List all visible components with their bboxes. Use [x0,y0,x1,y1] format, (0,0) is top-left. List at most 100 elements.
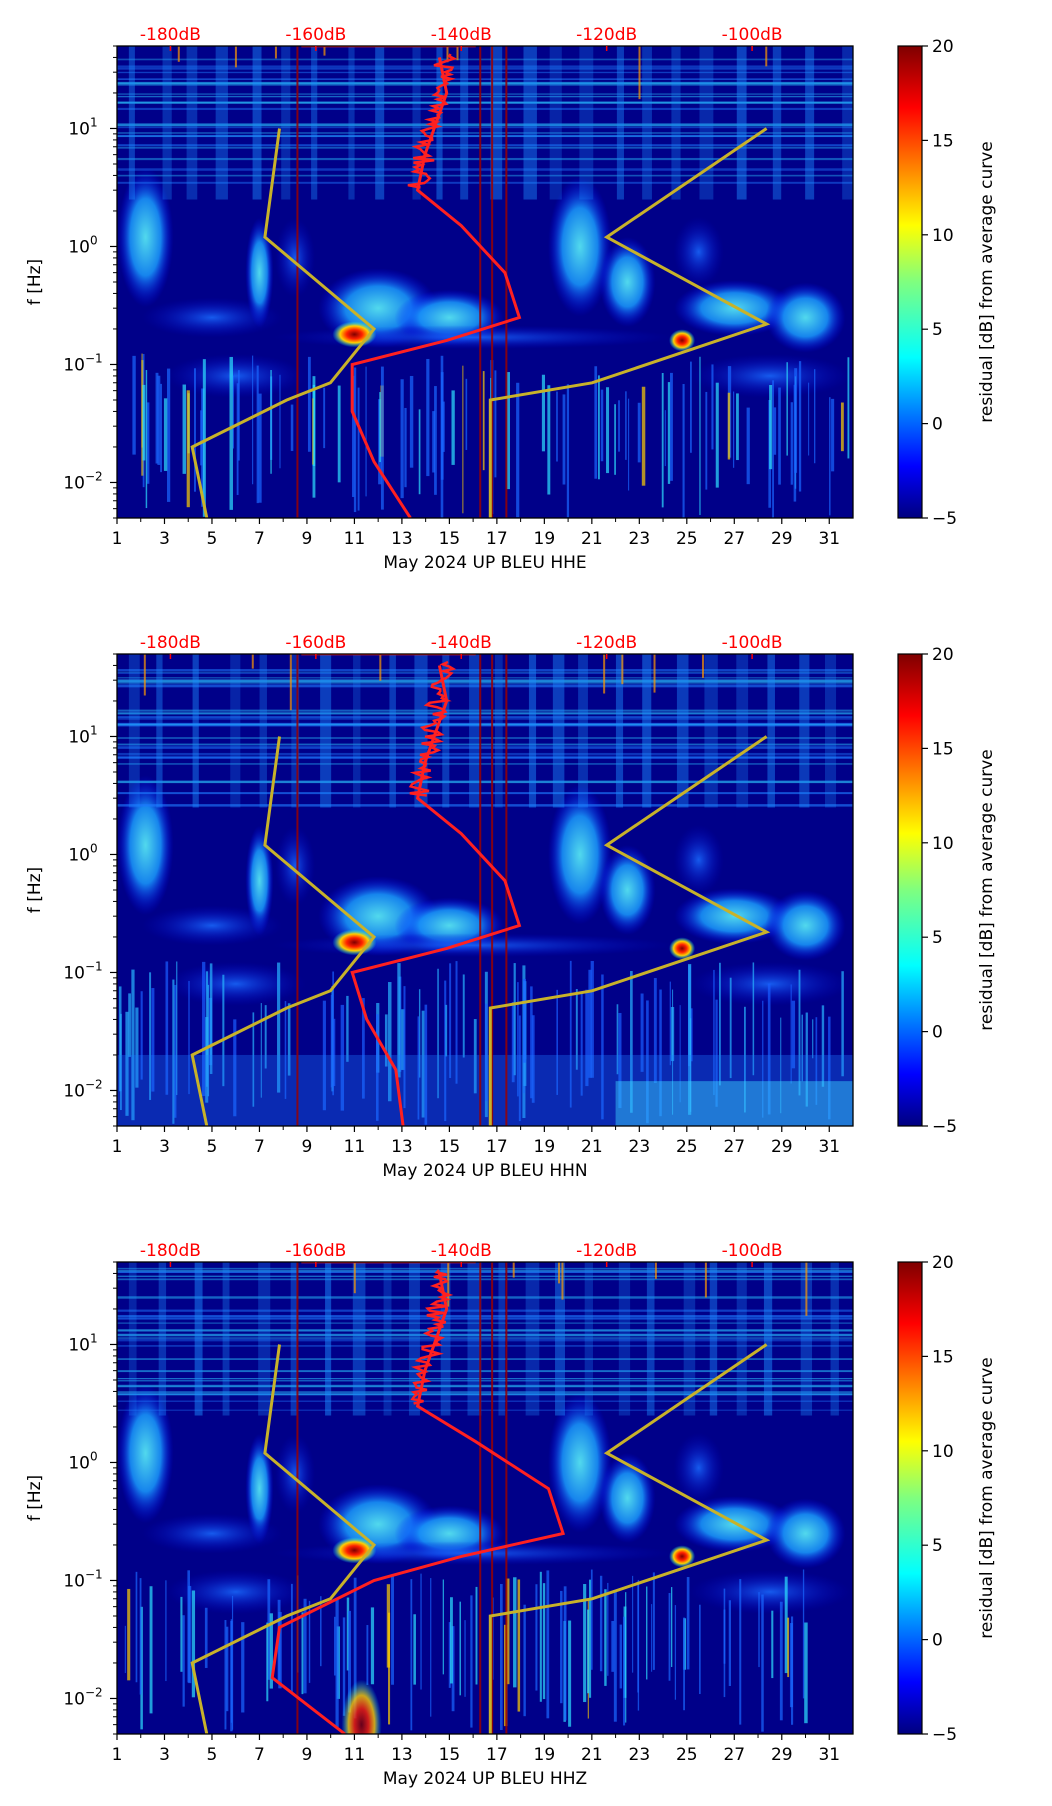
x-tick-label: 31 [818,1137,840,1157]
impulse-streak [628,398,630,491]
colorbar [897,653,923,1127]
noise-band [117,101,853,104]
colorbar-tick-label: 5 [932,320,943,340]
noise-band [117,1370,853,1373]
x-tick-label: 23 [629,1137,651,1157]
x-tick-label: 29 [771,529,793,549]
impulse-streak [719,962,721,1086]
impulse-streak [637,402,641,463]
impulse-streak [670,1587,673,1667]
day-stripe [156,654,163,808]
impulse-streak [370,1607,375,1685]
top-db-label: -100dB [722,1241,783,1261]
impulse-streak [277,962,281,1093]
colorbar-label: residual [dB] from average curve [977,1357,997,1638]
impulse-streak [814,369,816,464]
impulse-streak [333,1018,336,1087]
impulse-streak [505,1578,510,1685]
energy-region [275,217,316,298]
spike [446,46,449,63]
y-axis-label: f [Hz] [25,867,45,913]
impulse-streak [587,1609,590,1694]
colorbar-tick-label: 20 [932,645,954,665]
impulse-streak [404,407,407,488]
impulse-streak [391,1574,395,1685]
impulse-streak [690,361,692,453]
impulse-streak [301,1612,304,1695]
spike [447,1262,450,1307]
impulse-streak [841,971,844,1077]
colorbar-label: residual [dB] from average curve [977,749,997,1030]
impulse-streak [516,382,520,518]
y-axis-label: f [Hz] [25,259,45,305]
day-stripe [412,46,421,200]
day-stripe [311,46,318,200]
impulse-streak [188,980,190,1095]
energy-region [245,217,274,328]
noise-band [117,1393,853,1396]
x-tick-label: 9 [302,529,313,549]
impulse-streak [191,1590,196,1698]
impulse-streak [284,1001,287,1099]
impulse-streak [780,1017,782,1114]
noise-band [117,745,853,748]
noise-band [117,1345,853,1347]
impulse-streak [646,1586,648,1680]
impulse-streak [715,999,718,1107]
impulse-streak [421,1010,425,1118]
noise-band [117,146,853,149]
day-stripe [230,654,241,808]
day-stripe [162,46,172,200]
impulse-streak [798,969,801,1096]
impulse-streak [160,383,162,473]
noise-band [117,1267,853,1270]
impulse-streak [155,372,159,464]
impulse-streak [727,392,731,460]
impulse-streak [736,393,739,461]
impulse-streak [424,1004,428,1125]
noise-band [117,737,853,739]
spike [704,1262,707,1298]
impulse-streak [465,378,468,450]
colorbar-label: residual [dB] from average curve [977,141,997,422]
noise-band [117,1378,853,1380]
noise-band [117,126,853,129]
y-tick-label: 10−2 [63,469,102,493]
impulse-streak [386,1584,391,1668]
impulse-streak [142,384,146,461]
impulse-streak [614,404,616,475]
day-stripe [704,654,718,808]
impulse-streak [233,1019,237,1117]
day-stripe [736,46,747,200]
impulse-streak [201,388,205,507]
noise-band [117,181,853,184]
x-tick-label: 13 [391,1745,413,1765]
day-stripe [259,654,267,808]
day-stripe [442,654,450,808]
impulse-streak [590,960,594,1078]
impulse-streak [410,1579,413,1731]
high-noise-model-curve [488,735,771,1126]
noise-band [117,1338,853,1342]
impulse-streak [124,1625,126,1674]
impulse-streak [135,1571,138,1683]
impulse-streak [640,993,644,1072]
impulse-streak [541,374,546,452]
impulse-streak [397,963,401,1078]
impulse-streak [440,372,444,480]
impulse-streak [715,382,719,488]
day-stripe [291,654,300,808]
impulse-streak [342,1617,346,1716]
impulse-streak [146,402,150,484]
x-tick-label: 17 [486,529,508,549]
day-stripe [772,46,782,200]
impulse-streak [723,1588,726,1698]
energy-region [141,297,282,338]
noise-band [117,679,853,682]
impulse-streak [518,1015,521,1122]
psd-hf-fluctuation [410,1269,454,1405]
top-db-label: -100dB [722,25,783,45]
day-stripe [490,46,503,200]
impulse-streak [618,1012,622,1109]
